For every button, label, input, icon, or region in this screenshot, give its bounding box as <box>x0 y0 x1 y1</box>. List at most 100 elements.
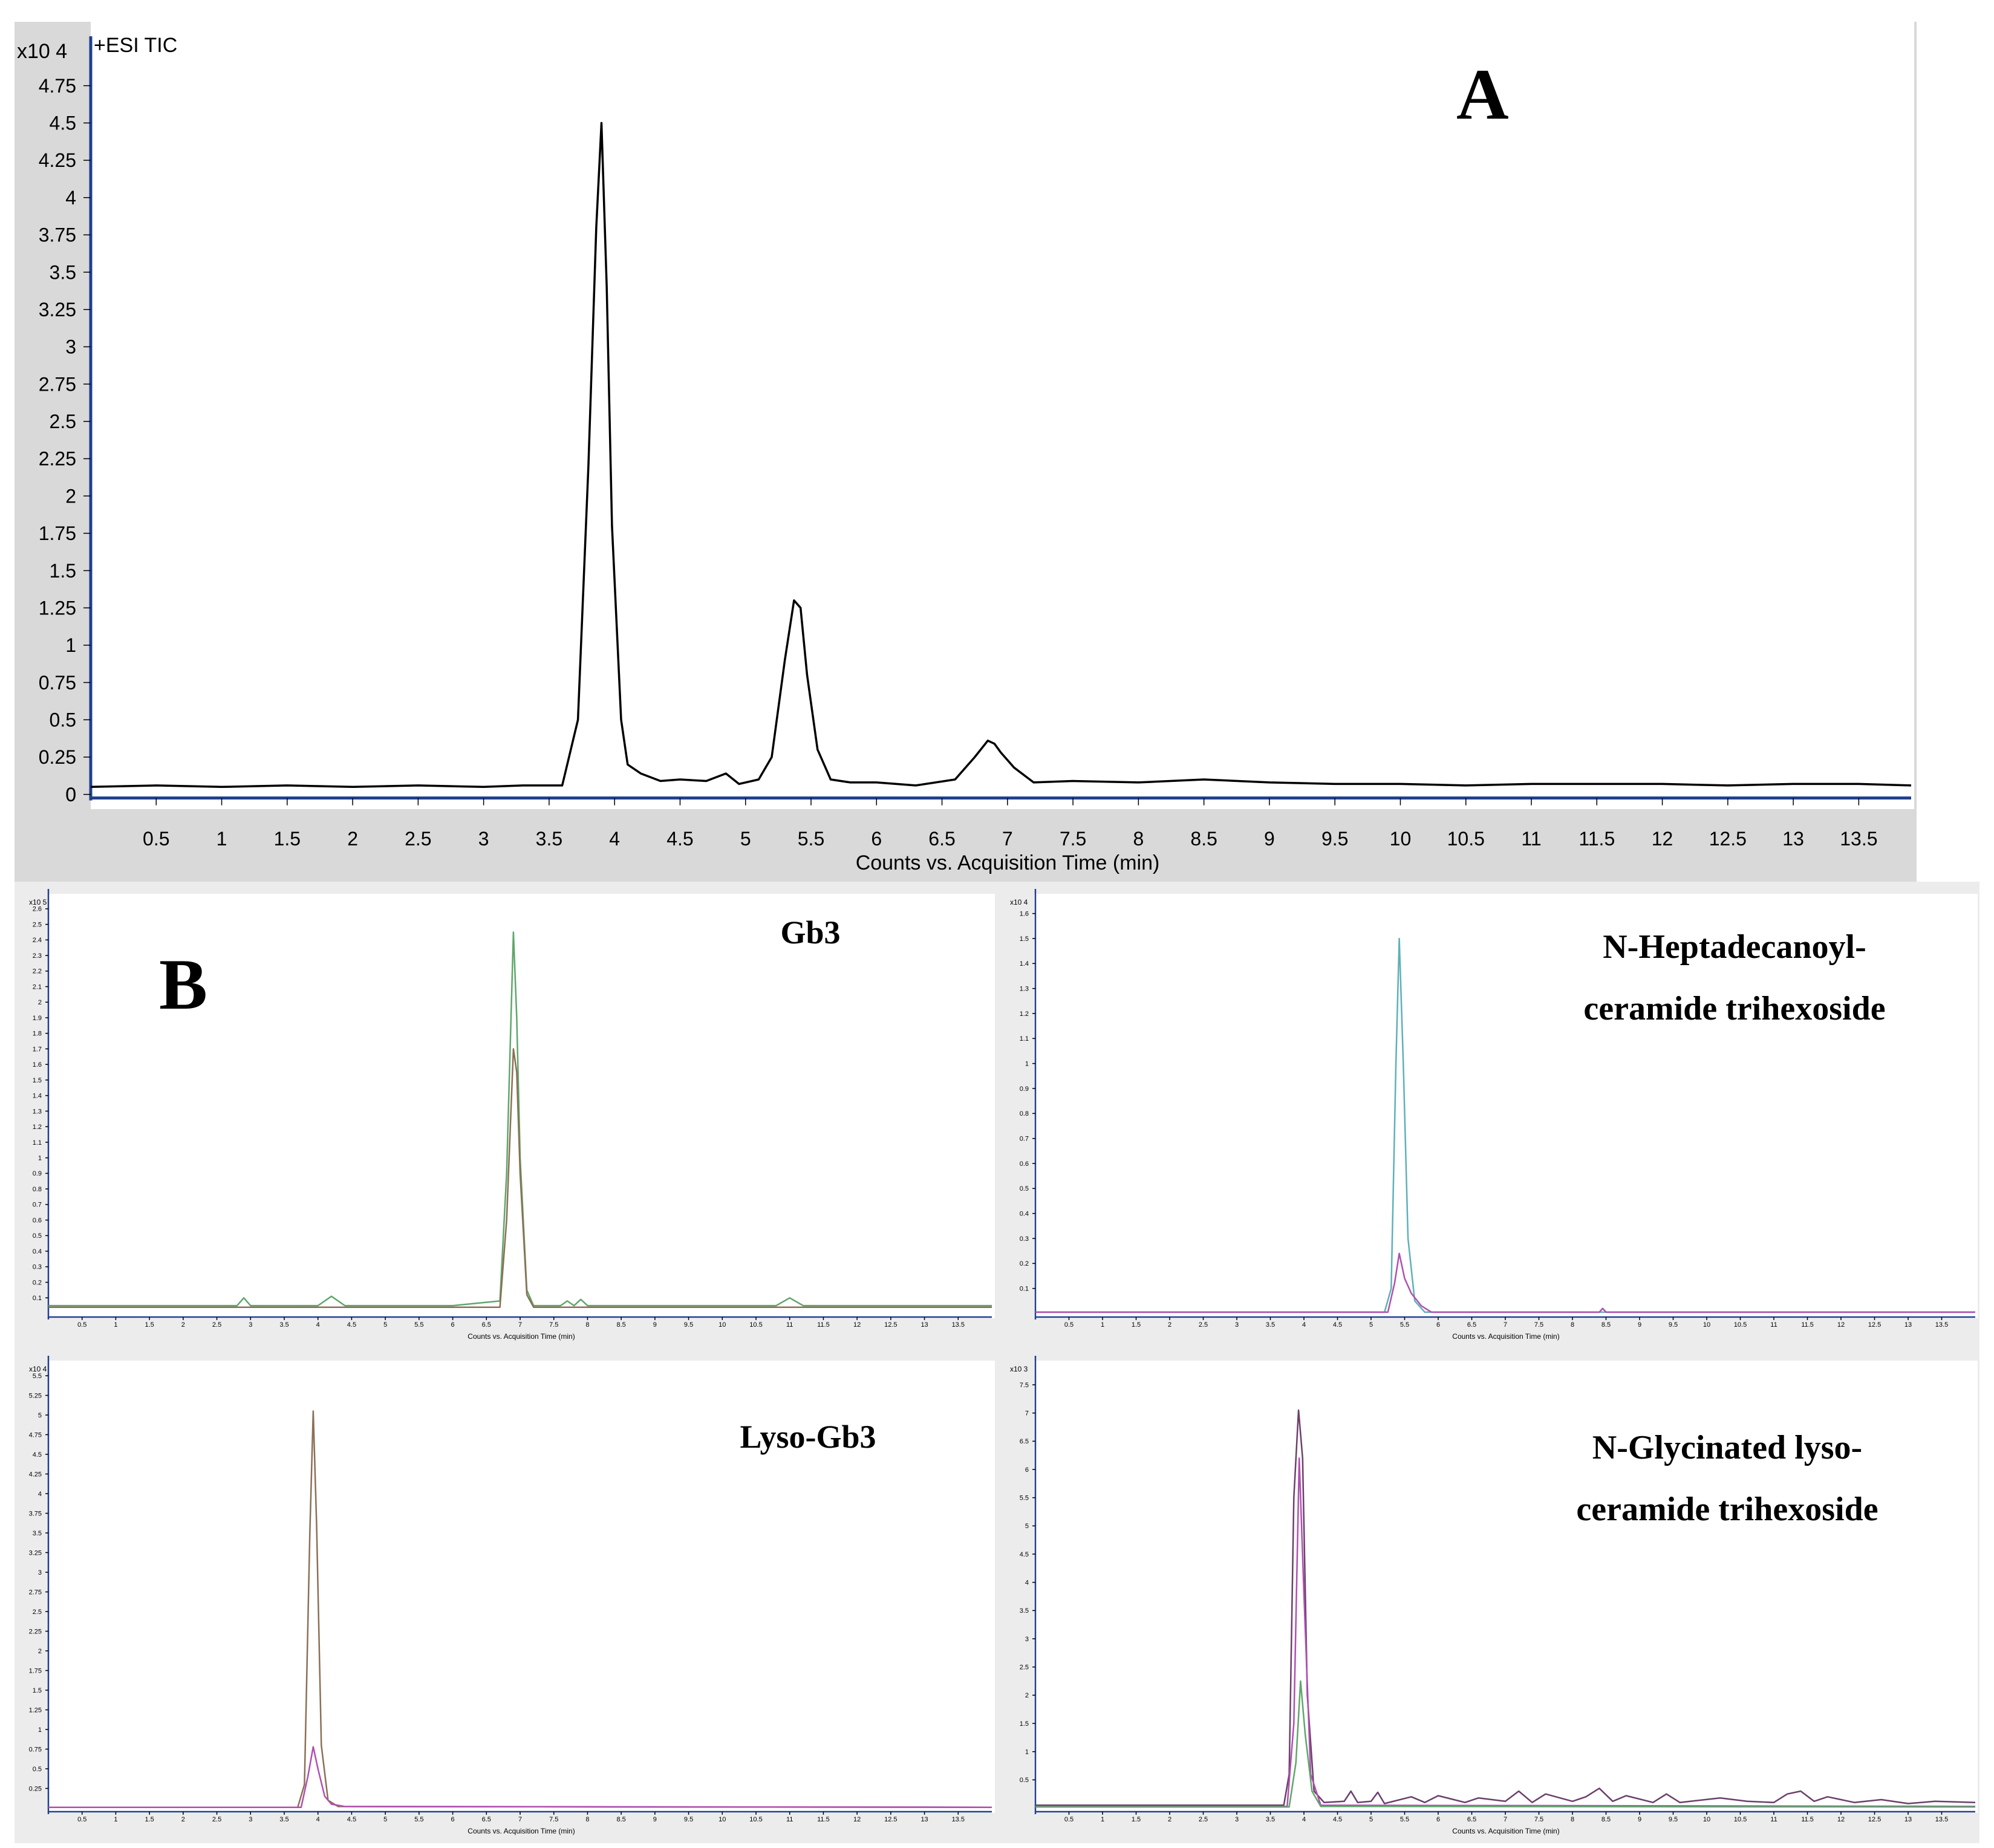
y-tick-label: 2.25 <box>39 448 76 470</box>
y-tick-label: 0.4 <box>33 1248 42 1255</box>
panel-b3-y-multiplier: x10 4 <box>29 1365 47 1373</box>
y-tick-label: 2.75 <box>29 1589 42 1596</box>
x-tick-label: 9.5 <box>684 1816 693 1823</box>
panel-b1-annotation: Gb3 <box>780 914 840 951</box>
y-tick-label: 0.8 <box>33 1186 42 1193</box>
x-tick-label: 9 <box>653 1816 657 1823</box>
x-tick-label: 2 <box>1168 1321 1171 1329</box>
x-tick-label: 7 <box>518 1321 522 1329</box>
x-tick-label: 11 <box>786 1816 793 1823</box>
series-line-b3-2 <box>48 1746 992 1808</box>
x-tick-label: 3 <box>478 828 489 850</box>
y-tick-label: 2.5 <box>1020 1664 1029 1671</box>
x-tick-label: 12.5 <box>1868 1816 1881 1823</box>
y-tick-label: 0.9 <box>1020 1085 1029 1093</box>
x-tick-label: 5 <box>1369 1321 1373 1329</box>
x-tick-label: 8 <box>1571 1816 1574 1823</box>
chart-a: 0 0.25 0.5 0.75 1 1.25 1.5 1.75 2 2.25 2.5 2.75 3 3.2… <box>39 36 1912 850</box>
y-tick-label: 4.5 <box>1020 1551 1029 1558</box>
y-tick-label: 1.1 <box>1020 1035 1029 1043</box>
y-tick-label: 2.4 <box>33 937 42 944</box>
x-tick-label: 1.5 <box>274 828 301 850</box>
x-tick-label: 6 <box>871 828 882 850</box>
x-tick-label: 10.5 <box>1734 1816 1747 1823</box>
panel-b3-annotation: Lyso-Gb3 <box>740 1419 876 1455</box>
y-tick-label: 4.75 <box>29 1431 42 1439</box>
y-tick-label: 0.25 <box>29 1785 42 1792</box>
x-tick-label: 3.5 <box>536 828 562 850</box>
x-tick-label: 1 <box>1101 1816 1104 1823</box>
y-tick-label: 3.75 <box>39 224 76 246</box>
chart-b1: 0.1 0.2 0.3 0.4 0.5 0.6 0.7 0.8 0.9 1 1.1 1.2 1.3 1.4… <box>33 889 992 1329</box>
x-tick-label: 12.5 <box>1709 828 1747 850</box>
y-tick-label: 0.3 <box>1020 1235 1029 1243</box>
x-tick-label: 5.5 <box>1400 1816 1409 1823</box>
x-tick-label: 0.5 <box>77 1816 86 1823</box>
x-tick-label: 6 <box>451 1321 455 1329</box>
y-tick-label: 2 <box>65 485 76 507</box>
x-tick-label: 6.5 <box>928 828 955 850</box>
y-tick-label: 3.5 <box>1020 1607 1029 1615</box>
panel-a-y-multiplier: x10 4 <box>17 40 67 63</box>
y-tick-label: 0.2 <box>33 1279 42 1286</box>
panel-b4-glycinated: 0.511.522.533.544.555.566.577.50.5 1 1.5 2 2… <box>997 1349 1979 1843</box>
x-tick-label: 0.5 <box>1064 1816 1074 1823</box>
panel-b1-x-axis-label: Counts vs. Acquisition Time (min) <box>468 1332 575 1341</box>
x-tick-label: 3.5 <box>1266 1321 1275 1329</box>
y-tick-label: 1.75 <box>29 1667 42 1674</box>
series-line-b2-1 <box>1035 937 1975 1313</box>
x-tick-label: 6.5 <box>1467 1321 1476 1329</box>
series-line-b4-3 <box>1035 1680 1976 1808</box>
x-tick-label: 6 <box>1436 1321 1440 1329</box>
y-tick-label: 2.25 <box>29 1628 42 1635</box>
y-tick-label: 0.9 <box>33 1170 42 1177</box>
y-tick-label: 1.6 <box>33 1061 42 1069</box>
x-tick-label: 6 <box>451 1816 455 1823</box>
x-tick-label: 4.5 <box>666 828 693 850</box>
x-tick-label: 6 <box>1436 1816 1440 1823</box>
y-tick-label: 1.25 <box>39 597 76 619</box>
x-tick-label: 4 <box>1302 1321 1306 1329</box>
panel-b4-x-axis-label: Counts vs. Acquisition Time (min) <box>1452 1827 1559 1835</box>
x-tick-label: 1 <box>114 1816 117 1823</box>
panel-b-label: B <box>159 944 207 1024</box>
panel-b1-y-multiplier: x10 5 <box>29 898 47 906</box>
panel-b1-plot-area <box>48 894 995 1318</box>
x-tick-label: 2.5 <box>1199 1321 1208 1329</box>
series-line-b3-1 <box>48 1410 992 1808</box>
x-tick-label: 9.5 <box>684 1321 693 1329</box>
series-line-a-1 <box>90 122 1912 789</box>
x-tick-label: 10 <box>1703 1816 1710 1823</box>
y-tick-label: 0.7 <box>33 1202 42 1209</box>
panel-b4-annotation-line2: ceramide trihexoside <box>1576 1491 1878 1528</box>
x-tick-label: 8.5 <box>616 1816 625 1823</box>
x-tick-label: 2.5 <box>405 828 431 850</box>
y-tick-label: 1.9 <box>33 1015 42 1022</box>
x-tick-label: 8.5 <box>1601 1321 1611 1329</box>
x-tick-label: 13 <box>920 1816 928 1823</box>
x-tick-label: 1.5 <box>145 1816 154 1823</box>
x-tick-label: 12 <box>1837 1816 1845 1823</box>
x-tick-label: 1 <box>217 828 227 850</box>
y-tick-label: 2.6 <box>33 906 42 913</box>
y-tick-label: 0 <box>65 784 76 805</box>
x-tick-label: 2.5 <box>212 1816 221 1823</box>
panel-b4-annotation-line1: N-Glycinated lyso- <box>1592 1429 1862 1466</box>
x-tick-label: 7.5 <box>1534 1816 1543 1823</box>
y-tick-label: 2.2 <box>33 968 42 975</box>
x-tick-label: 13.5 <box>952 1321 965 1329</box>
y-tick-label: 0.4 <box>1020 1211 1029 1218</box>
y-tick-label: 1 <box>1025 1061 1029 1068</box>
y-tick-label: 0.5 <box>1020 1777 1029 1784</box>
x-tick-label: 5 <box>383 1816 387 1823</box>
x-tick-label: 1.5 <box>145 1321 154 1329</box>
x-tick-label: 8.5 <box>1190 828 1217 850</box>
panel-a-plot-area <box>91 22 1914 809</box>
x-tick-label: 2 <box>1168 1816 1171 1823</box>
x-tick-label: 0.5 <box>1064 1321 1074 1329</box>
x-tick-label: 11.5 <box>1579 828 1615 850</box>
x-tick-label: 2 <box>347 828 358 850</box>
y-tick-label: 4.25 <box>39 149 76 171</box>
y-tick-label: 3 <box>38 1569 42 1576</box>
x-tick-label: 6.5 <box>482 1321 491 1329</box>
